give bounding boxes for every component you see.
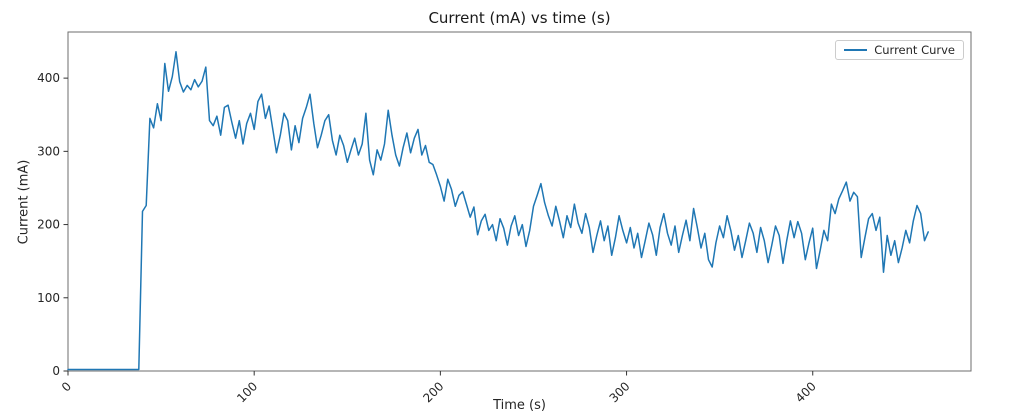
legend-label: Current Curve bbox=[874, 43, 955, 57]
y-tick-label: 300 bbox=[37, 144, 60, 158]
y-tick-label: 200 bbox=[37, 218, 60, 232]
legend: Current Curve bbox=[835, 40, 964, 60]
y-tick-label: 400 bbox=[37, 71, 60, 85]
chart-title: Current (mA) vs time (s) bbox=[428, 9, 611, 27]
legend-line-swatch bbox=[844, 49, 868, 51]
y-axis-label: Current (mA) bbox=[16, 159, 32, 245]
current-curve-line bbox=[67, 51, 929, 371]
x-axis-label: Time (s) bbox=[493, 398, 546, 413]
y-tick-label: 0 bbox=[52, 364, 60, 378]
plot-border bbox=[67, 31, 972, 372]
y-tick-label: 100 bbox=[37, 291, 60, 305]
x-tick-label: 0 bbox=[59, 379, 74, 394]
